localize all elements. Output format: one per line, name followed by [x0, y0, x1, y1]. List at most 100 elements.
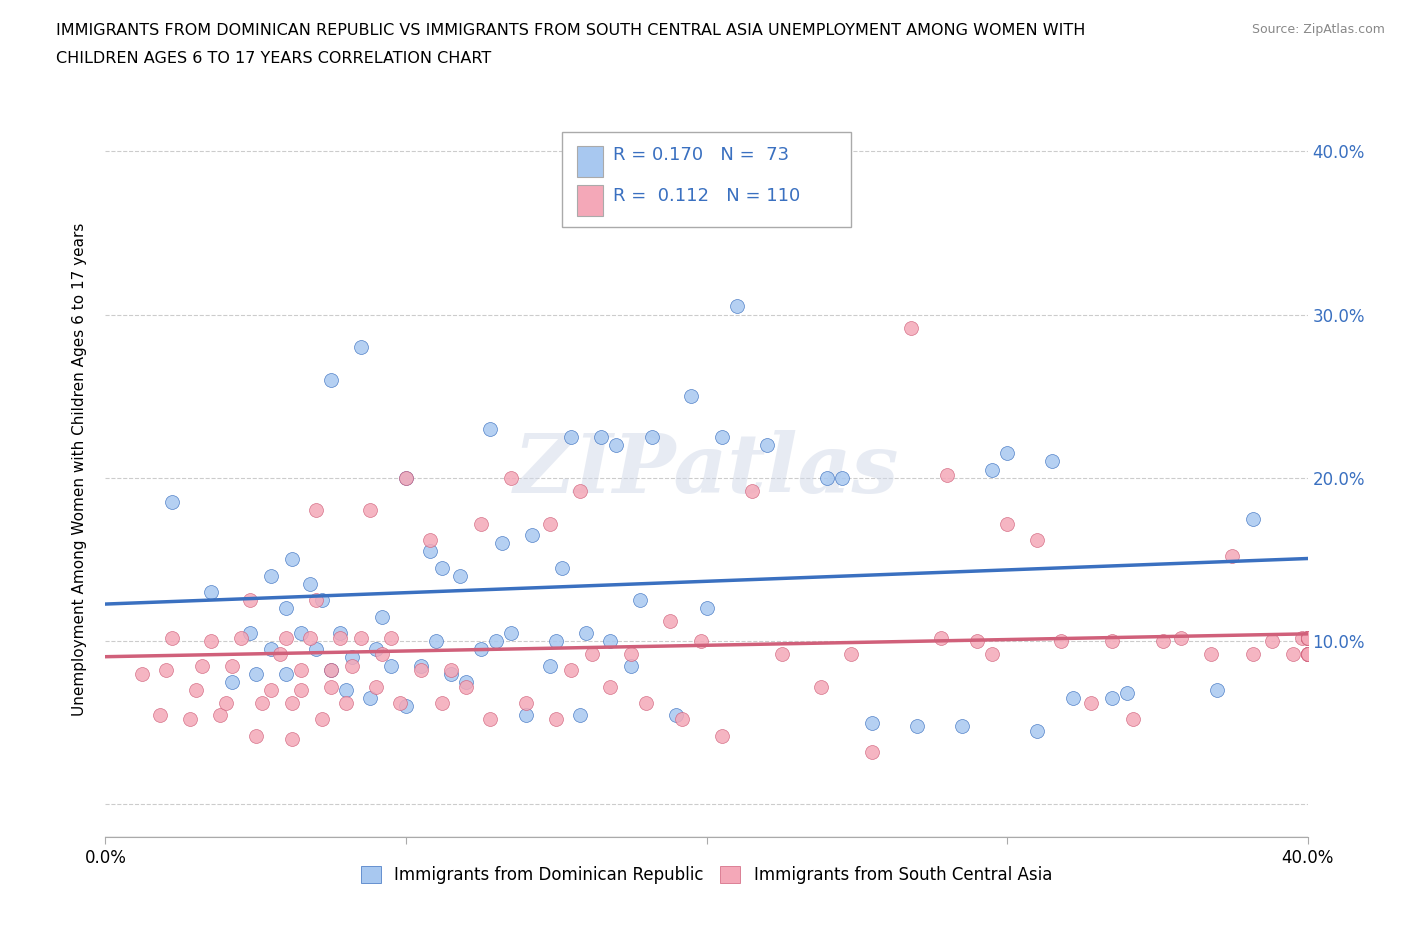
Point	[501, 626, 523, 641]
Point	[1296, 631, 1319, 645]
Y-axis label: Unemployment Among Women with Children Ages 6 to 17 years: Unemployment Among Women with Children A…	[72, 223, 87, 716]
Point	[1281, 646, 1303, 661]
Point	[298, 577, 321, 591]
Point	[470, 642, 492, 657]
Point	[599, 679, 621, 694]
Point	[1296, 631, 1319, 645]
Point	[388, 696, 411, 711]
Point	[340, 650, 363, 665]
Point	[1050, 633, 1073, 648]
Point	[522, 527, 544, 542]
Legend: Immigrants from Dominican Republic, Immigrants from South Central Asia: Immigrants from Dominican Republic, Immi…	[354, 859, 1059, 891]
Point	[1296, 646, 1319, 661]
Point	[1296, 631, 1319, 645]
Point	[1296, 646, 1319, 661]
Point	[1122, 712, 1144, 727]
Point	[1062, 691, 1084, 706]
Point	[319, 663, 342, 678]
Point	[200, 633, 222, 648]
Point	[929, 631, 952, 645]
FancyBboxPatch shape	[562, 132, 851, 227]
Point	[274, 631, 297, 645]
Point	[1296, 631, 1319, 645]
Text: IMMIGRANTS FROM DOMINICAN REPUBLIC VS IMMIGRANTS FROM SOUTH CENTRAL ASIA UNEMPLO: IMMIGRANTS FROM DOMINICAN REPUBLIC VS IM…	[56, 23, 1085, 38]
Point	[335, 683, 357, 698]
Text: Source: ZipAtlas.com: Source: ZipAtlas.com	[1251, 23, 1385, 36]
Point	[1026, 532, 1049, 547]
Point	[581, 646, 603, 661]
Point	[839, 646, 862, 661]
Point	[575, 626, 598, 641]
Point	[281, 696, 304, 711]
Point	[290, 683, 312, 698]
Point	[860, 715, 883, 730]
Point	[430, 696, 453, 711]
Point	[359, 503, 381, 518]
Point	[260, 568, 283, 583]
Point	[1260, 633, 1282, 648]
Point	[1296, 631, 1319, 645]
Point	[359, 691, 381, 706]
Point	[184, 683, 207, 698]
Point	[281, 552, 304, 567]
Point	[479, 712, 502, 727]
Point	[779, 168, 801, 183]
Point	[470, 516, 492, 531]
Point	[419, 544, 441, 559]
Point	[501, 471, 523, 485]
Point	[546, 633, 568, 648]
Point	[725, 299, 748, 313]
Point	[1296, 631, 1319, 645]
Point	[491, 536, 513, 551]
Point	[1080, 696, 1102, 711]
Point	[1296, 646, 1319, 661]
Point	[569, 707, 592, 722]
Point	[155, 663, 177, 678]
Point	[245, 728, 267, 743]
Point	[311, 592, 333, 607]
Text: ZIPatlas: ZIPatlas	[513, 430, 900, 510]
Point	[620, 646, 643, 661]
Point	[395, 471, 418, 485]
Point	[148, 707, 170, 722]
Point	[636, 696, 658, 711]
Point	[409, 663, 432, 678]
Point	[641, 430, 664, 445]
Point	[160, 495, 183, 510]
Point	[905, 719, 928, 734]
Point	[456, 679, 478, 694]
Point	[229, 631, 252, 645]
Point	[1206, 683, 1229, 698]
Point	[1296, 631, 1319, 645]
Point	[1243, 646, 1265, 661]
Point	[1296, 646, 1319, 661]
Text: CHILDREN AGES 6 TO 17 YEARS CORRELATION CHART: CHILDREN AGES 6 TO 17 YEARS CORRELATION …	[56, 51, 492, 66]
Point	[260, 642, 283, 657]
Point	[671, 712, 693, 727]
Point	[340, 658, 363, 673]
Point	[245, 666, 267, 681]
Point	[1101, 633, 1123, 648]
Point	[274, 601, 297, 616]
Point	[364, 642, 387, 657]
Point	[1291, 631, 1313, 645]
Point	[311, 712, 333, 727]
Point	[440, 663, 463, 678]
Point	[1296, 646, 1319, 661]
Point	[831, 471, 853, 485]
Point	[430, 560, 453, 575]
Point	[659, 614, 682, 629]
Point	[449, 568, 471, 583]
Point	[1296, 646, 1319, 661]
Point	[305, 503, 328, 518]
Point	[560, 663, 582, 678]
Point	[538, 658, 561, 673]
Point	[485, 633, 508, 648]
Point	[551, 560, 574, 575]
Point	[591, 430, 613, 445]
Point	[160, 631, 183, 645]
Point	[305, 642, 328, 657]
Point	[409, 658, 432, 673]
Point	[380, 631, 402, 645]
Point	[538, 516, 561, 531]
